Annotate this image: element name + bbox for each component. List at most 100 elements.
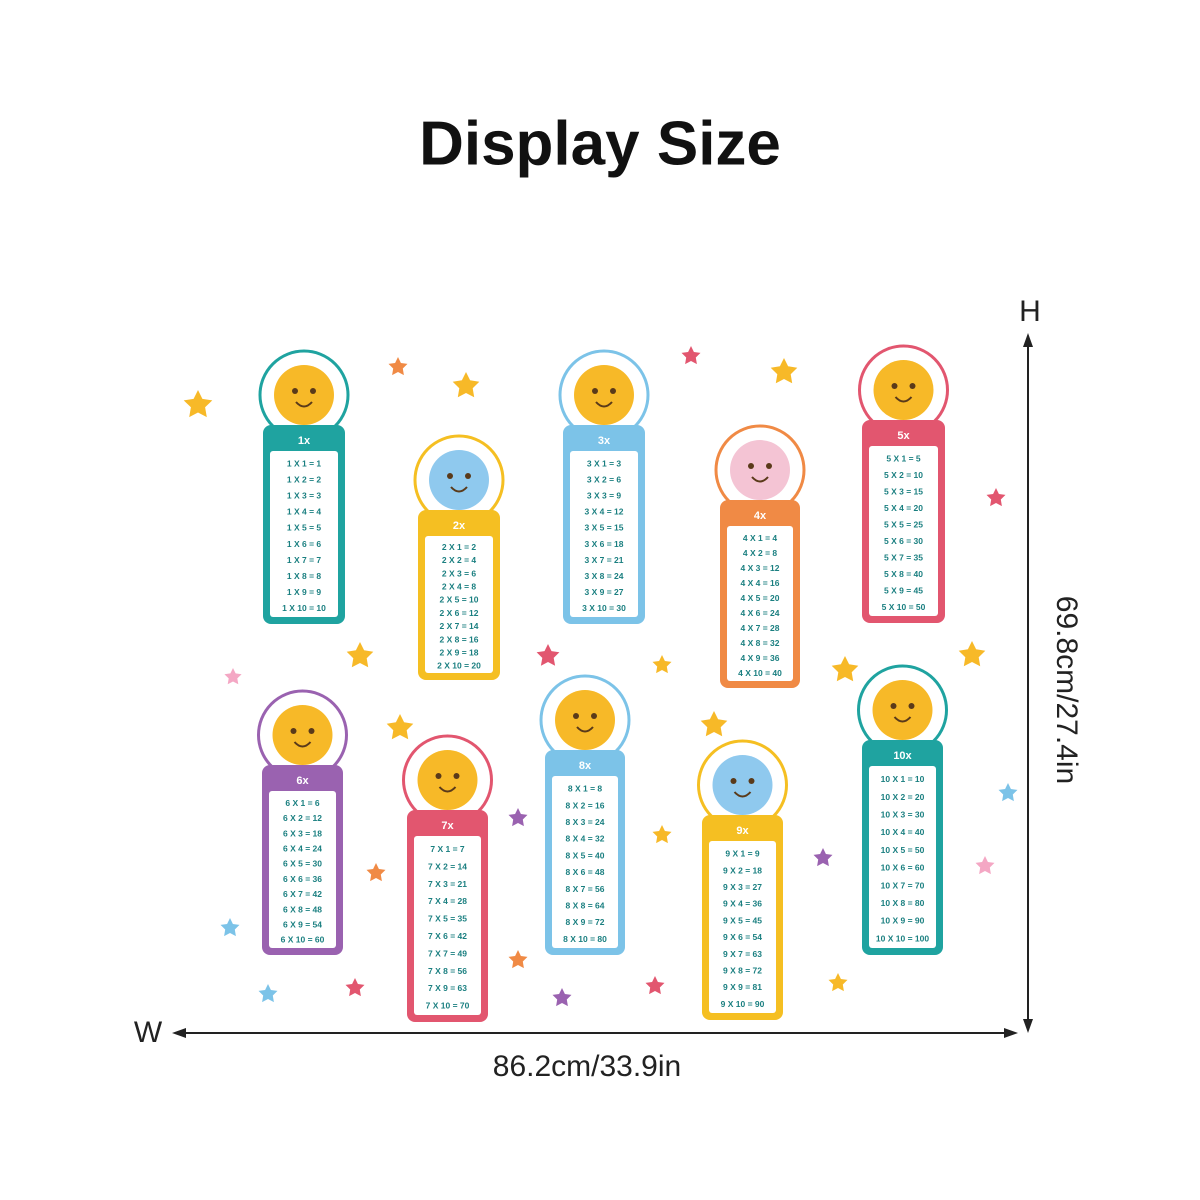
- table-row: 6 X 6 = 36: [283, 874, 322, 884]
- table-row: 9 X 10 = 90: [721, 999, 765, 1009]
- card-label: 10x: [893, 750, 912, 762]
- table-row: 6 X 3 = 18: [283, 828, 322, 838]
- icon-eye: [908, 703, 915, 709]
- card-label: 4x: [754, 510, 767, 522]
- table-row: 9 X 4 = 36: [723, 899, 762, 909]
- card-panel: [570, 451, 638, 617]
- icon-smile: [894, 396, 913, 403]
- arrow-head: [172, 1028, 186, 1038]
- table-row: 3 X 9 = 27: [585, 587, 624, 597]
- star: [224, 668, 242, 685]
- table-row: 6 X 5 = 30: [283, 859, 322, 869]
- table-row: 5 X 5 = 25: [884, 520, 923, 530]
- table-row: 5 X 2 = 10: [884, 470, 923, 480]
- table-row: 10 X 5 = 50: [881, 845, 925, 855]
- table-row: 4 X 3 = 12: [741, 563, 780, 573]
- table-row: 8 X 4 = 32: [566, 834, 605, 844]
- times-table-card: 3x 3 X 1 = 3 3 X 2 = 6 3 X 3 = 9 3 X 4 = 12 3…: [558, 349, 650, 624]
- table-row: 3 X 2 = 6: [587, 474, 622, 484]
- table-row: 5 X 9 = 45: [884, 586, 923, 596]
- card-panel: [270, 451, 338, 617]
- table-row: 3 X 5 = 15: [585, 523, 624, 533]
- card-icon: [872, 680, 933, 740]
- icon-eye: [435, 773, 442, 779]
- arrow-head: [1023, 333, 1033, 347]
- star: [958, 641, 986, 667]
- table-row: 4 X 10 = 40: [738, 668, 782, 678]
- icon-eye: [465, 473, 471, 479]
- table-row: 7 X 8 = 56: [428, 966, 467, 976]
- table-row: 9 X 2 = 18: [723, 865, 762, 875]
- star: [770, 358, 798, 384]
- table-row: 2 X 3 = 6: [442, 568, 477, 578]
- icon-smile: [733, 791, 752, 798]
- icon-smile: [751, 476, 769, 483]
- table-row: 4 X 5 = 20: [741, 593, 780, 603]
- table-row: 1 X 9 = 9: [287, 587, 322, 597]
- table-row: 6 X 1 = 6: [285, 798, 320, 808]
- table-row: 3 X 8 = 24: [585, 571, 624, 581]
- card-icon: [712, 755, 773, 815]
- arrow-head: [1004, 1028, 1018, 1038]
- table-row: 8 X 7 = 56: [566, 884, 605, 894]
- star: [183, 390, 213, 418]
- card-panel: [869, 766, 936, 948]
- icon-eye: [447, 473, 453, 479]
- table-row: 4 X 8 = 32: [741, 638, 780, 648]
- star: [508, 808, 528, 827]
- icon-eye: [453, 773, 460, 779]
- table-row: 9 X 5 = 45: [723, 915, 762, 925]
- times-table-card: 6x 6 X 1 = 6 6 X 2 = 12 6 X 3 = 18 6 X 4 = 2…: [257, 689, 348, 955]
- table-row: 1 X 8 = 8: [287, 571, 322, 581]
- star: [346, 642, 374, 668]
- icon-eye: [310, 388, 316, 394]
- card-label: 9x: [736, 825, 749, 837]
- times-table-card: 5x 5 X 1 = 5 5 X 2 = 10 5 X 3 = 15 5 X 4 = 2…: [858, 344, 949, 623]
- card-panel: [269, 791, 336, 948]
- card-icon: [555, 690, 615, 750]
- icon-eye: [748, 463, 754, 469]
- table-row: 10 X 1 = 10: [881, 774, 925, 784]
- star: [552, 988, 572, 1007]
- table-row: 3 X 3 = 9: [587, 491, 622, 501]
- table-row: 1 X 4 = 4: [287, 507, 322, 517]
- table-row: 4 X 7 = 28: [741, 623, 780, 633]
- icon-smile: [576, 726, 594, 733]
- decor-stars: [183, 346, 1018, 1007]
- table-row: 4 X 4 = 16: [741, 578, 780, 588]
- card-icon: [417, 750, 478, 810]
- star: [828, 973, 848, 992]
- table-row: 2 X 10 = 20: [437, 661, 481, 671]
- star: [645, 976, 665, 995]
- card-icon: [730, 440, 790, 500]
- times-table-card: 1x 1 X 1 = 1 1 X 2 = 2 1 X 3 = 3 1 X 4 = 4 1 …: [258, 349, 350, 624]
- table-row: 7 X 7 = 49: [428, 948, 467, 958]
- table-row: 6 X 8 = 48: [283, 904, 322, 914]
- table-row: 5 X 8 = 40: [884, 569, 923, 579]
- table-row: 2 X 4 = 8: [442, 581, 477, 591]
- table-row: 7 X 5 = 35: [428, 914, 467, 924]
- star: [345, 978, 365, 997]
- table-row: 2 X 1 = 2: [442, 542, 477, 552]
- icon-eye: [292, 388, 298, 394]
- arrow-head: [1023, 1019, 1033, 1033]
- height-value: 69.8cm/27.4in: [1050, 596, 1083, 784]
- card-label: 5x: [897, 430, 910, 442]
- star: [986, 488, 1006, 507]
- width-label: W: [134, 1016, 163, 1049]
- table-row: 9 X 8 = 72: [723, 966, 762, 976]
- table-row: 10 X 8 = 80: [881, 898, 925, 908]
- table-row: 9 X 9 = 81: [723, 982, 762, 992]
- table-row: 5 X 3 = 15: [884, 487, 923, 497]
- star: [652, 825, 672, 844]
- table-row: 5 X 6 = 30: [884, 536, 923, 546]
- star: [681, 346, 701, 365]
- icon-eye: [592, 388, 598, 394]
- table-row: 6 X 9 = 54: [283, 919, 322, 929]
- card-label: 7x: [441, 820, 454, 832]
- table-row: 2 X 5 = 10: [440, 595, 479, 605]
- table-row: 7 X 6 = 42: [428, 931, 467, 941]
- icon-smile: [438, 786, 457, 793]
- table-row: 6 X 10 = 60: [281, 935, 325, 945]
- table-row: 8 X 5 = 40: [566, 850, 605, 860]
